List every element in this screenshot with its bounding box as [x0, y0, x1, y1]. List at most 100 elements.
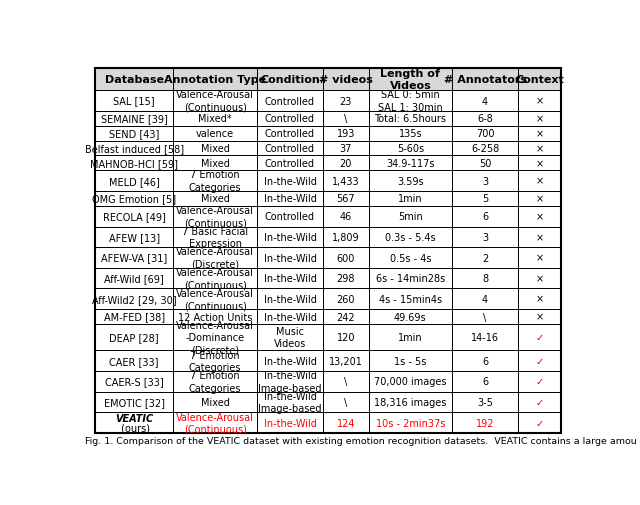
Text: 1min: 1min — [398, 194, 422, 204]
Bar — [452, 141, 518, 156]
Bar — [323, 324, 369, 351]
Bar — [518, 392, 561, 413]
Bar — [257, 289, 323, 310]
Text: ✓: ✓ — [536, 397, 543, 407]
Text: 7 Emotion
Categories: 7 Emotion Categories — [189, 371, 241, 393]
Text: In-the-Wild
Image-based: In-the-Wild Image-based — [259, 371, 322, 393]
Text: 135s: 135s — [399, 129, 422, 139]
Bar — [173, 171, 257, 191]
Bar — [95, 141, 173, 156]
Text: 192: 192 — [476, 418, 494, 428]
Text: ×: × — [536, 212, 543, 222]
Text: \: \ — [344, 397, 348, 407]
Text: ×: × — [536, 159, 543, 169]
Bar — [95, 207, 173, 227]
Bar — [452, 207, 518, 227]
Text: MELD [46]: MELD [46] — [109, 176, 159, 186]
Text: ✓: ✓ — [536, 418, 543, 428]
Bar — [95, 324, 173, 351]
Text: In-the-Wild: In-the-Wild — [264, 232, 316, 242]
Bar — [369, 112, 452, 126]
Bar — [452, 112, 518, 126]
Text: \: \ — [344, 377, 348, 387]
Text: Mixed: Mixed — [201, 194, 230, 204]
Text: 23: 23 — [340, 96, 352, 107]
Bar — [95, 351, 173, 371]
Bar — [95, 310, 173, 324]
Text: (ours): (ours) — [118, 423, 150, 433]
Bar — [518, 247, 561, 268]
Text: valence: valence — [196, 129, 234, 139]
Text: 2: 2 — [482, 253, 488, 263]
Text: ×: × — [536, 294, 543, 304]
Text: Mixed: Mixed — [201, 159, 230, 169]
Text: ×: × — [536, 114, 543, 124]
Bar — [95, 247, 173, 268]
Bar — [257, 371, 323, 392]
Text: 12 Action Units: 12 Action Units — [178, 312, 252, 322]
Bar — [257, 156, 323, 171]
Bar — [173, 227, 257, 247]
Text: \: \ — [483, 312, 487, 322]
Text: In-the-Wild: In-the-Wild — [264, 294, 316, 304]
Bar — [518, 112, 561, 126]
Bar — [369, 392, 452, 413]
Bar — [257, 310, 323, 324]
Bar — [173, 191, 257, 207]
Text: 4: 4 — [482, 96, 488, 107]
Bar — [369, 268, 452, 289]
Bar — [257, 227, 323, 247]
Text: CAER-S [33]: CAER-S [33] — [105, 377, 164, 387]
Text: ✓: ✓ — [536, 333, 543, 342]
Text: 3-5: 3-5 — [477, 397, 493, 407]
Bar — [173, 68, 257, 91]
Text: MAHNOB-HCI [59]: MAHNOB-HCI [59] — [90, 159, 178, 169]
Bar — [518, 68, 561, 91]
Text: EMOTIC [32]: EMOTIC [32] — [104, 397, 164, 407]
Text: 3: 3 — [482, 232, 488, 242]
Bar — [369, 141, 452, 156]
Bar — [518, 171, 561, 191]
Text: 4: 4 — [482, 294, 488, 304]
Text: AFEW-VA [31]: AFEW-VA [31] — [101, 253, 167, 263]
Text: AFEW [13]: AFEW [13] — [109, 232, 160, 242]
Text: ×: × — [536, 232, 543, 242]
Text: 0.3s - 5.4s: 0.3s - 5.4s — [385, 232, 436, 242]
Bar — [257, 171, 323, 191]
Bar — [173, 207, 257, 227]
Text: Database: Database — [105, 75, 164, 85]
Bar — [369, 247, 452, 268]
Bar — [257, 324, 323, 351]
Text: Valence-Arousal
-Dominance
(Discrete): Valence-Arousal -Dominance (Discrete) — [176, 320, 254, 355]
Text: 120: 120 — [337, 333, 355, 342]
Text: Valence-Arousal
(Continuous): Valence-Arousal (Continuous) — [176, 412, 254, 434]
Bar — [518, 268, 561, 289]
Text: 193: 193 — [337, 129, 355, 139]
Text: Valence-Arousal
(Discrete): Valence-Arousal (Discrete) — [176, 247, 254, 269]
Bar — [173, 413, 257, 433]
Text: 1,809: 1,809 — [332, 232, 360, 242]
Bar — [95, 191, 173, 207]
Bar — [452, 247, 518, 268]
Bar — [452, 413, 518, 433]
Bar — [257, 91, 323, 112]
Bar — [95, 171, 173, 191]
Bar — [518, 413, 561, 433]
Text: 34.9-117s: 34.9-117s — [386, 159, 435, 169]
Text: In-the-Wild: In-the-Wild — [264, 418, 316, 428]
Bar — [369, 126, 452, 141]
Text: 6s - 14min28s: 6s - 14min28s — [376, 274, 445, 284]
Bar — [323, 392, 369, 413]
Bar — [95, 289, 173, 310]
Text: 3.59s: 3.59s — [397, 176, 424, 186]
Bar — [323, 171, 369, 191]
Text: In-the-Wild: In-the-Wild — [264, 312, 316, 322]
Text: 6: 6 — [482, 377, 488, 387]
Bar — [452, 371, 518, 392]
Text: 14-16: 14-16 — [471, 333, 499, 342]
Bar — [173, 289, 257, 310]
Text: 6: 6 — [482, 356, 488, 366]
Text: 298: 298 — [337, 274, 355, 284]
Text: 5min: 5min — [398, 212, 423, 222]
Bar — [518, 371, 561, 392]
